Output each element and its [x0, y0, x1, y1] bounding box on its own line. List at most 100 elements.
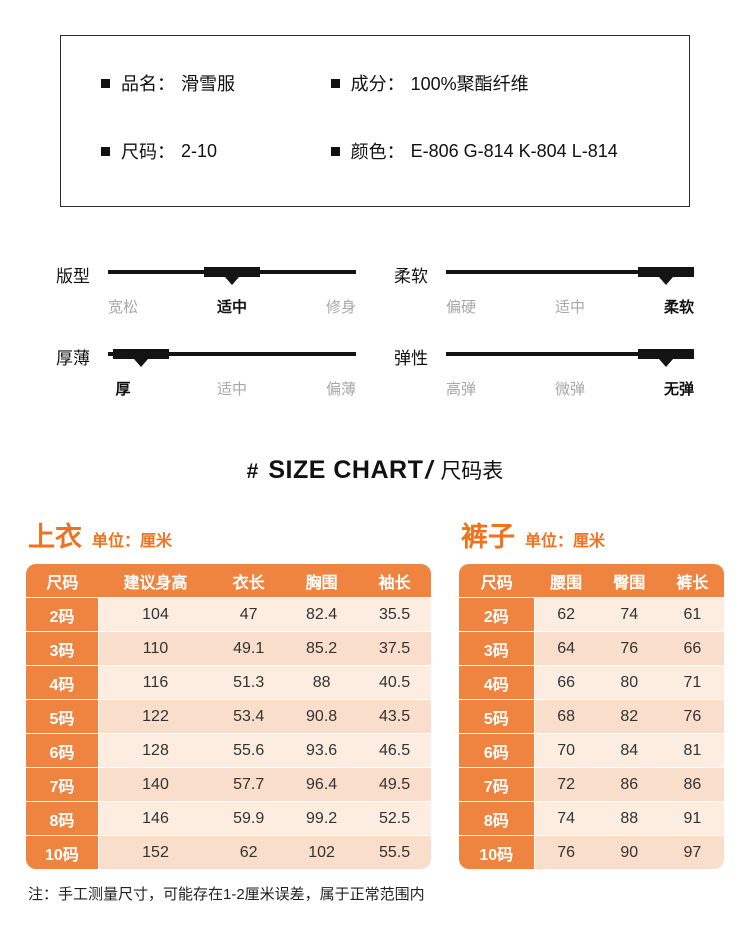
column-header: 衣长 — [212, 564, 286, 598]
square-bullet-icon — [330, 146, 340, 156]
slider-marker-icon — [638, 267, 694, 277]
column-header: 尺码 — [26, 564, 99, 598]
attribute-slider: 高弹 微弹 无弹 — [446, 343, 694, 399]
info-label: 尺码： — [121, 142, 175, 162]
size-cell: 6码 — [459, 734, 535, 768]
value-cell: 93.6 — [285, 734, 359, 768]
slider-option-labels: 偏硬 适中 柔软 — [446, 296, 694, 317]
table-row: 5码 68 82 76 — [459, 700, 724, 734]
option-label: 偏薄 — [325, 381, 356, 398]
table-title: 裤子 单位：厘米 — [461, 515, 724, 554]
square-bullet-icon — [101, 146, 110, 156]
value-cell: 37.5 — [358, 632, 431, 666]
square-bullet-icon — [101, 78, 110, 88]
value-cell: 104 — [98, 598, 213, 632]
slider-marker-icon — [638, 349, 694, 359]
value-cell: 110 — [98, 632, 213, 666]
value-cell: 85.2 — [285, 632, 359, 666]
measurement-note: 注：手工测量尺寸，可能存在1-2厘米误差，属于正常范围内 — [28, 886, 425, 903]
option-label: 适中 — [554, 299, 585, 316]
option-label: 高弹 — [446, 381, 477, 398]
pants-size-section: 裤子 单位：厘米 尺码 腰围 臀围 裤长 2码 62 74 61 3码 64 76 66 4码 66 80… — [459, 515, 724, 869]
size-cell: 2码 — [26, 598, 99, 632]
option-label: 修身 — [325, 299, 356, 316]
size-cell: 8码 — [26, 802, 99, 836]
value-cell: 55.6 — [212, 734, 286, 768]
product-detail-page: 品名： 滑雪服 成分： 100%聚酯纤维 尺码： 2-10 颜色： E-806 … — [0, 35, 750, 904]
top-size-table: 尺码 建议身高 衣长 胸围 袖长 2码 104 47 82.4 35.5 3码 110 49.1 85.… — [26, 564, 431, 869]
slider-track — [108, 349, 356, 360]
value-cell: 52.5 — [358, 802, 431, 836]
value-cell: 128 — [98, 734, 213, 768]
size-cell: 6码 — [26, 734, 99, 768]
table-unit-text: 单位：厘米 — [92, 533, 173, 550]
slider-line — [446, 352, 694, 356]
table-row: 8码 146 59.9 99.2 52.5 — [26, 802, 431, 836]
option-label: 无弹 — [663, 381, 694, 398]
value-cell: 66 — [534, 666, 598, 700]
hash-symbol: # — [246, 460, 259, 483]
slider-option-labels: 高弹 微弹 无弹 — [446, 378, 694, 399]
value-cell: 53.4 — [212, 700, 286, 734]
size-chart-heading: # SIZE CHART/ 尺码表 — [0, 455, 750, 485]
pants-size-table: 尺码 腰围 臀围 裤长 2码 62 74 61 3码 64 76 66 4码 66 80 71 5码 68 82 7… — [459, 564, 724, 869]
size-cell: 7码 — [459, 768, 535, 802]
info-value: 滑雪服 — [181, 74, 235, 94]
table-row: 6码 128 55.6 93.6 46.5 — [26, 734, 431, 768]
column-header: 建议身高 — [98, 564, 213, 598]
table-row: 10码 152 62 102 55.5 — [26, 836, 431, 869]
value-cell: 74 — [534, 802, 598, 836]
table-row: 6码 70 84 81 — [459, 734, 724, 768]
size-cell: 3码 — [26, 632, 99, 666]
value-cell: 82 — [597, 700, 661, 734]
value-cell: 35.5 — [358, 598, 431, 632]
column-header: 尺码 — [459, 564, 535, 598]
attribute-name: 柔软 — [394, 267, 428, 286]
value-cell: 49.5 — [358, 768, 431, 802]
value-cell: 59.9 — [212, 802, 286, 836]
size-cell: 10码 — [459, 836, 535, 869]
size-cell: 8码 — [459, 802, 535, 836]
info-value: E-806 G-814 K-804 L-814 — [410, 140, 618, 161]
option-label: 厚 — [115, 381, 131, 398]
table-row: 5码 122 53.4 90.8 43.5 — [26, 700, 431, 734]
value-cell: 76 — [660, 700, 724, 734]
column-header: 袖长 — [358, 564, 431, 598]
option-label: 适中 — [216, 299, 247, 316]
value-cell: 47 — [212, 598, 286, 632]
size-cell: 5码 — [459, 700, 535, 734]
slider-marker-icon — [204, 267, 260, 277]
table-row: 4码 66 80 71 — [459, 666, 724, 700]
square-bullet-icon — [330, 78, 340, 88]
table-row: 4码 116 51.3 88 40.5 — [26, 666, 431, 700]
info-item-composition: 成分： 100%聚酯纤维 — [330, 70, 675, 96]
value-cell: 146 — [98, 802, 213, 836]
info-item-product-name: 品名： 滑雪服 — [101, 70, 331, 96]
value-cell: 116 — [98, 666, 213, 700]
product-info-box: 品名： 滑雪服 成分： 100%聚酯纤维 尺码： 2-10 颜色： E-806 … — [60, 35, 690, 207]
column-header: 裤长 — [660, 564, 724, 598]
slider-track — [446, 267, 694, 278]
column-header: 腰围 — [534, 564, 598, 598]
size-tables: 上衣 单位：厘米 尺码 建议身高 衣长 胸围 袖长 2码 104 47 82.4 35.5 3码 1… — [0, 515, 750, 869]
table-row: 8码 74 88 91 — [459, 802, 724, 836]
attribute-name: 弹性 — [394, 349, 428, 368]
size-cell: 7码 — [26, 768, 99, 802]
info-label: 成分： — [350, 74, 405, 94]
slider-track — [108, 267, 356, 278]
attribute-row: 柔软 偏硬 适中 柔软 — [394, 261, 694, 317]
slash-symbol: / — [425, 456, 433, 484]
table-row: 7码 140 57.7 96.4 49.5 — [26, 768, 431, 802]
option-label: 宽松 — [108, 299, 139, 316]
info-item-size-range: 尺码： 2-10 — [101, 138, 331, 164]
value-cell: 122 — [98, 700, 213, 734]
value-cell: 88 — [597, 802, 661, 836]
option-label: 微弹 — [554, 381, 585, 398]
attribute-name: 厚薄 — [56, 349, 90, 368]
value-cell: 40.5 — [358, 666, 431, 700]
info-value: 2-10 — [181, 140, 218, 161]
value-cell: 140 — [98, 768, 213, 802]
attribute-sliders: 版型 宽松 适中 修身 柔软 偏硬 适中 柔软 厚薄厚适中 偏薄 弹性 高弹 微弹 无弹 — [56, 261, 694, 399]
attribute-row: 厚薄厚 适中 偏薄 — [56, 343, 356, 399]
info-value: 100%聚酯纤维 — [410, 74, 529, 94]
